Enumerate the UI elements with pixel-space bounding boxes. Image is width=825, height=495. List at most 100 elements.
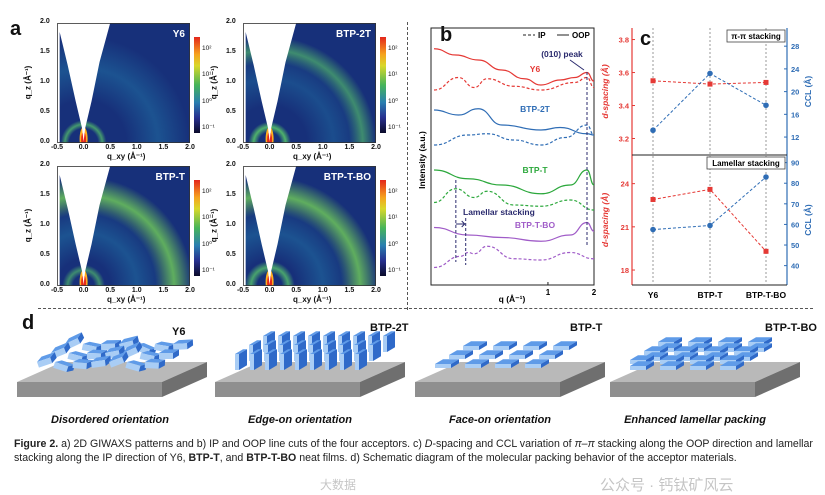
- y-tick-label: 20: [791, 88, 799, 97]
- molecule-block: [495, 359, 519, 368]
- ccl-point: [707, 70, 713, 77]
- colorbar-tick-label: 10¹: [388, 71, 398, 78]
- missing-wedge: [243, 23, 297, 143]
- schematic-btp-t: [415, 341, 605, 397]
- line-btp-2t-ip: [434, 124, 595, 146]
- y-tick-label: 1.5: [226, 48, 236, 55]
- dspacing-point: [650, 196, 656, 202]
- caption-segment: a) 2D GIWAXS patterns and b) IP and OOP …: [58, 438, 425, 450]
- y-tick-label: 0.5: [40, 251, 50, 258]
- colorbar-tick-label: 10⁻¹: [202, 267, 215, 274]
- colorbar-tick-label: 10¹: [202, 71, 212, 78]
- giwaxs-map-btp-t-bo: [243, 166, 376, 286]
- panel-label-a: a: [10, 18, 22, 40]
- missing-wedge: [243, 166, 297, 286]
- y-tick-label: 60: [791, 220, 799, 229]
- x-tick-label: 1: [546, 288, 551, 297]
- y-tick-label: 1.0: [226, 221, 236, 228]
- x-axis-label: q (Å⁻¹): [499, 294, 526, 304]
- line-btp-t-ip: [433, 188, 595, 211]
- substrate-side: [755, 362, 800, 397]
- substrate-front: [17, 382, 162, 397]
- molecule-block: [465, 359, 489, 368]
- molecule-block: [125, 360, 148, 372]
- series-label: Y6: [530, 64, 541, 74]
- colorbar-tick-label: 10⁻¹: [202, 124, 215, 131]
- x-axis-label: q_xy (Å⁻¹): [293, 295, 332, 304]
- x-tick-label: 0.0: [78, 287, 89, 294]
- y-tick-label: 3.4: [619, 102, 630, 111]
- colorbar-tick-label: 10²: [202, 45, 212, 52]
- y-tick-label: 3.6: [619, 69, 629, 78]
- panel-b-line-cuts: Y6 BTP-2T BTP-T BTP-T-BO 1 2 q (Å⁻¹) Intensity …: [417, 27, 597, 304]
- x-tick-label: -0.5: [236, 144, 250, 151]
- y-tick-label: 24: [621, 180, 630, 189]
- colorbar: [380, 180, 386, 276]
- molecule-block: [91, 355, 112, 368]
- caption-segment: D: [424, 438, 433, 450]
- molecule-blocks: [630, 337, 772, 370]
- ccl-point: [763, 174, 769, 180]
- x-tick-label: 0.0: [78, 144, 89, 151]
- caption-segment: neat films. d) Schematic diagram of the …: [296, 452, 737, 464]
- schematic-caption: Disordered orientation: [51, 414, 169, 426]
- panel-label-b: b: [440, 24, 453, 46]
- map-title: Y6: [172, 29, 185, 40]
- y-tick-label: 0.5: [226, 251, 236, 258]
- figure-caption: Figure 2. a) 2D GIWAXS patterns and b) I…: [14, 437, 814, 465]
- x-tick-label: 2.0: [371, 144, 381, 151]
- category-label: BTP-T-BO: [746, 290, 787, 300]
- colorbar-tick-label: 10²: [388, 45, 398, 52]
- x-tick-label: 1.5: [344, 144, 355, 151]
- substrate-front: [415, 382, 560, 397]
- molecule-block: [159, 349, 179, 359]
- colorbar: [194, 37, 200, 133]
- caption-segment: BTP-T: [188, 452, 220, 464]
- molecule-block: [383, 331, 395, 352]
- molecule-block: [720, 361, 744, 370]
- colorbar-tick-label: 10⁰: [388, 98, 398, 105]
- y-tick-label: 40: [791, 262, 799, 271]
- x-tick-label: 0.0: [264, 144, 275, 151]
- x-tick-label: 1.5: [158, 144, 169, 151]
- series-label: BTP-T: [522, 165, 548, 175]
- ccl-point: [763, 102, 769, 109]
- y-axis-label: Intensity (a.u.): [417, 131, 427, 189]
- y-tick-label: 3.8: [619, 36, 629, 45]
- x-axis-label: q_xy (Å⁻¹): [107, 152, 146, 161]
- x-tick-label: 0.0: [264, 287, 275, 294]
- schematic-caption: Face-on orientation: [448, 414, 552, 426]
- molecule-block: [435, 359, 459, 368]
- schematic-title: BTP-T: [570, 322, 603, 334]
- y-tick-label: 18: [621, 266, 629, 275]
- panel-divider-vertical: [407, 22, 408, 310]
- y-tick-label: 0.0: [226, 281, 236, 288]
- molecule-block: [479, 350, 503, 359]
- dspacing-point: [763, 79, 769, 85]
- molecule-block: [310, 349, 322, 370]
- y-tick-label: 2.0: [226, 161, 236, 168]
- y-tick-label: 24: [791, 65, 800, 74]
- left-axis-label: d-spacing (Å): [600, 193, 610, 247]
- y-tick-label: 0.5: [226, 108, 236, 115]
- x-tick-label: 1.0: [131, 287, 142, 294]
- molecule-block: [449, 350, 473, 359]
- colorbar-tick-label: 10⁻¹: [388, 267, 401, 274]
- ccl-point: [650, 226, 656, 233]
- subplot-title-box: [726, 29, 786, 43]
- y-tick-label: 2.0: [40, 161, 50, 168]
- caption-segment: -spacing and CCL variation of: [432, 438, 575, 450]
- x-tick-label: 2.0: [371, 287, 381, 294]
- dspacing-point: [650, 78, 656, 84]
- peak-annotation: (010) peak: [541, 49, 583, 59]
- molecule-block: [539, 350, 563, 359]
- subplot-title: Lamellar stacking: [712, 159, 780, 168]
- molecule-block: [250, 349, 262, 370]
- molecule-block: [509, 350, 533, 359]
- y-tick-label: 1.5: [226, 191, 236, 198]
- caption-segment: stacking along the OOP direction and lam…: [14, 438, 813, 464]
- line-y6-oop: [434, 48, 595, 86]
- molecule-block: [173, 339, 194, 350]
- left-axis-label: d-spacing (Å): [600, 64, 610, 118]
- subplot-title-box: [706, 156, 786, 170]
